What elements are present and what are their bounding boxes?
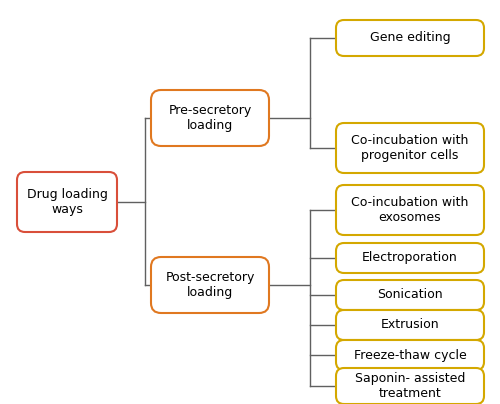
Text: Drug loading
ways: Drug loading ways (26, 188, 108, 216)
FancyBboxPatch shape (336, 185, 484, 235)
FancyBboxPatch shape (336, 368, 484, 404)
FancyBboxPatch shape (336, 20, 484, 56)
FancyBboxPatch shape (336, 123, 484, 173)
Text: Co-incubation with
progenitor cells: Co-incubation with progenitor cells (352, 134, 469, 162)
Text: Gene editing: Gene editing (370, 32, 450, 44)
FancyBboxPatch shape (151, 257, 269, 313)
Text: Sonication: Sonication (377, 288, 443, 301)
Text: Extrusion: Extrusion (380, 318, 440, 332)
FancyBboxPatch shape (336, 340, 484, 370)
FancyBboxPatch shape (151, 90, 269, 146)
FancyBboxPatch shape (336, 243, 484, 273)
Text: Pre-secretory
loading: Pre-secretory loading (168, 104, 252, 132)
FancyBboxPatch shape (336, 310, 484, 340)
Text: Saponin- assisted
treatment: Saponin- assisted treatment (355, 372, 465, 400)
Text: Freeze-thaw cycle: Freeze-thaw cycle (354, 349, 467, 362)
FancyBboxPatch shape (336, 280, 484, 310)
Text: Co-incubation with
exosomes: Co-incubation with exosomes (352, 196, 469, 224)
Text: Electroporation: Electroporation (362, 252, 458, 265)
FancyBboxPatch shape (17, 172, 117, 232)
Text: Post-secretory
loading: Post-secretory loading (166, 271, 254, 299)
